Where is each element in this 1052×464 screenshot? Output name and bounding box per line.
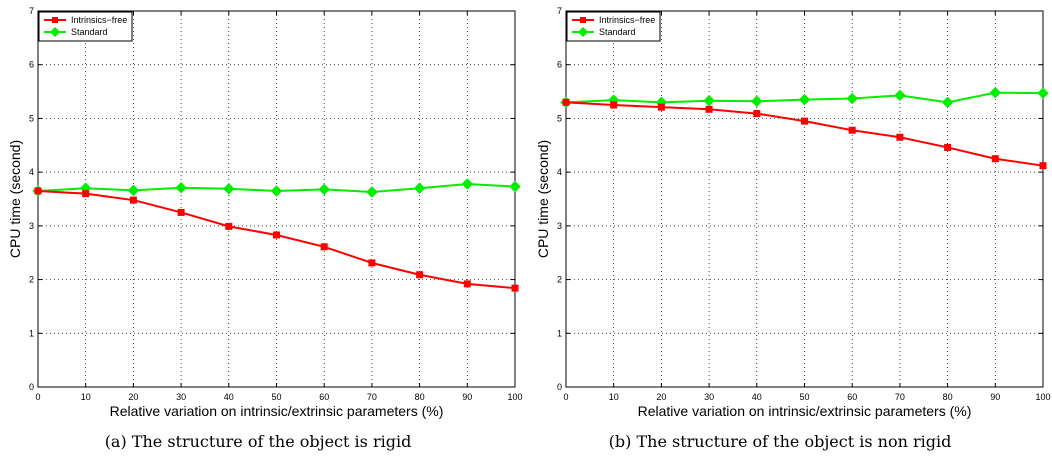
data-point-square [657, 103, 665, 111]
data-point-diamond [509, 180, 521, 193]
x-tick-label: 10 [81, 392, 91, 402]
caption-b: (b) The structure of the object is non r… [608, 432, 952, 451]
x-tick-label: 90 [990, 392, 1000, 402]
data-point-square [177, 208, 185, 216]
data-point-square [368, 259, 376, 267]
y-tick-label: 5 [557, 113, 562, 123]
y-tick-label: 2 [557, 275, 562, 285]
x-tick-label: 0 [563, 392, 568, 402]
legend-marker-diamond [50, 27, 60, 37]
y-tick-label: 4 [557, 167, 562, 177]
x-tick-label: 50 [271, 392, 281, 402]
y-tick-label: 3 [557, 221, 562, 231]
data-point-diamond [127, 184, 140, 197]
y-tick-label: 1 [557, 328, 562, 338]
y-tick-label: 2 [29, 275, 34, 285]
data-point-diamond [846, 92, 858, 105]
x-tick-label: 40 [752, 392, 762, 402]
data-point-diamond [703, 94, 715, 107]
x-tick-label: 50 [799, 392, 809, 402]
x-axis-label: Relative variation on intrinsic/extrinsi… [638, 403, 972, 419]
data-point-square [610, 101, 618, 109]
data-point-square [991, 155, 999, 163]
data-point-square [225, 222, 233, 230]
data-point-square [705, 105, 713, 113]
x-tick-label: 40 [224, 392, 234, 402]
x-tick-label: 0 [35, 392, 40, 402]
legend-marker-diamond [578, 27, 588, 37]
x-tick-label: 30 [704, 392, 714, 402]
data-point-diamond [751, 95, 763, 107]
data-point-square [562, 98, 570, 106]
x-tick-label: 80 [415, 392, 425, 402]
x-tick-label: 60 [319, 392, 329, 402]
data-point-diamond [223, 183, 235, 195]
data-point-diamond [366, 186, 378, 198]
data-point-square [753, 110, 761, 118]
y-tick-label: 0 [557, 382, 562, 392]
x-tick-label: 20 [656, 392, 666, 402]
x-tick-label: 20 [128, 392, 138, 402]
x-tick-label: 100 [1035, 392, 1050, 402]
caption-a: (a) The structure of the object is rigid [104, 432, 412, 451]
data-point-square [416, 271, 424, 279]
y-tick-label: 6 [557, 60, 562, 70]
chart-panel-a: 0 10 20 30 40 50 60 70 80 90 100 0 1 2 3 4 5 6 7 Relative v… [7, 6, 523, 419]
y-tick-label: 3 [29, 221, 34, 231]
data-point-square [34, 187, 42, 195]
data-point-diamond [413, 182, 426, 194]
y-tick-label: 5 [29, 113, 34, 123]
y-axis-label: CPU time (second) [535, 140, 551, 258]
data-point-square [320, 243, 328, 251]
legend-label: Intrinsics−free [71, 15, 127, 25]
legend-label: Standard [71, 27, 108, 37]
x-tick-label: 30 [176, 392, 186, 402]
y-tick-label: 1 [29, 328, 34, 338]
x-tick-label: 90 [462, 392, 472, 402]
data-point-square [801, 117, 808, 125]
y-axis-label: CPU time (second) [7, 140, 23, 258]
x-tick-label: 60 [847, 392, 857, 402]
y-tick-label: 7 [29, 6, 34, 16]
data-point-square [896, 133, 904, 141]
y-tick-label: 6 [29, 60, 34, 70]
x-tick-label: 10 [609, 392, 619, 402]
data-point-square [82, 190, 90, 198]
x-axis-label: Relative variation on intrinsic/extrinsi… [110, 403, 444, 419]
data-point-square [273, 231, 280, 239]
y-tick-label: 7 [557, 6, 562, 16]
data-point-diamond [798, 93, 811, 106]
x-tick-label: 100 [507, 392, 522, 402]
x-tick-label: 70 [367, 392, 377, 402]
legend-marker-square [52, 17, 58, 23]
data-point-square [848, 126, 856, 134]
data-point-diamond [175, 182, 187, 194]
data-point-square [511, 284, 519, 292]
legend-label: Standard [599, 27, 636, 37]
data-point-square [1039, 162, 1047, 170]
y-tick-label: 0 [29, 382, 34, 392]
legend-marker-square [580, 17, 586, 23]
data-point-diamond [1037, 87, 1049, 99]
data-point-square [129, 196, 137, 204]
chart-panel-b: 0 10 20 30 40 50 60 70 80 90 100 0 1 2 3 4 5 6 7 Relative v… [535, 6, 1051, 419]
data-point-diamond [894, 89, 906, 102]
x-tick-label: 80 [943, 392, 953, 402]
y-tick-label: 4 [29, 167, 34, 177]
data-point-diamond [461, 178, 474, 190]
data-point-diamond [318, 183, 330, 196]
x-tick-label: 70 [895, 392, 905, 402]
data-point-square [463, 280, 471, 288]
legend-label: Intrinsics−free [599, 15, 655, 25]
data-point-square [944, 143, 952, 151]
data-point-diamond [941, 96, 954, 109]
data-point-diamond [989, 86, 1002, 99]
data-point-diamond [270, 185, 283, 197]
